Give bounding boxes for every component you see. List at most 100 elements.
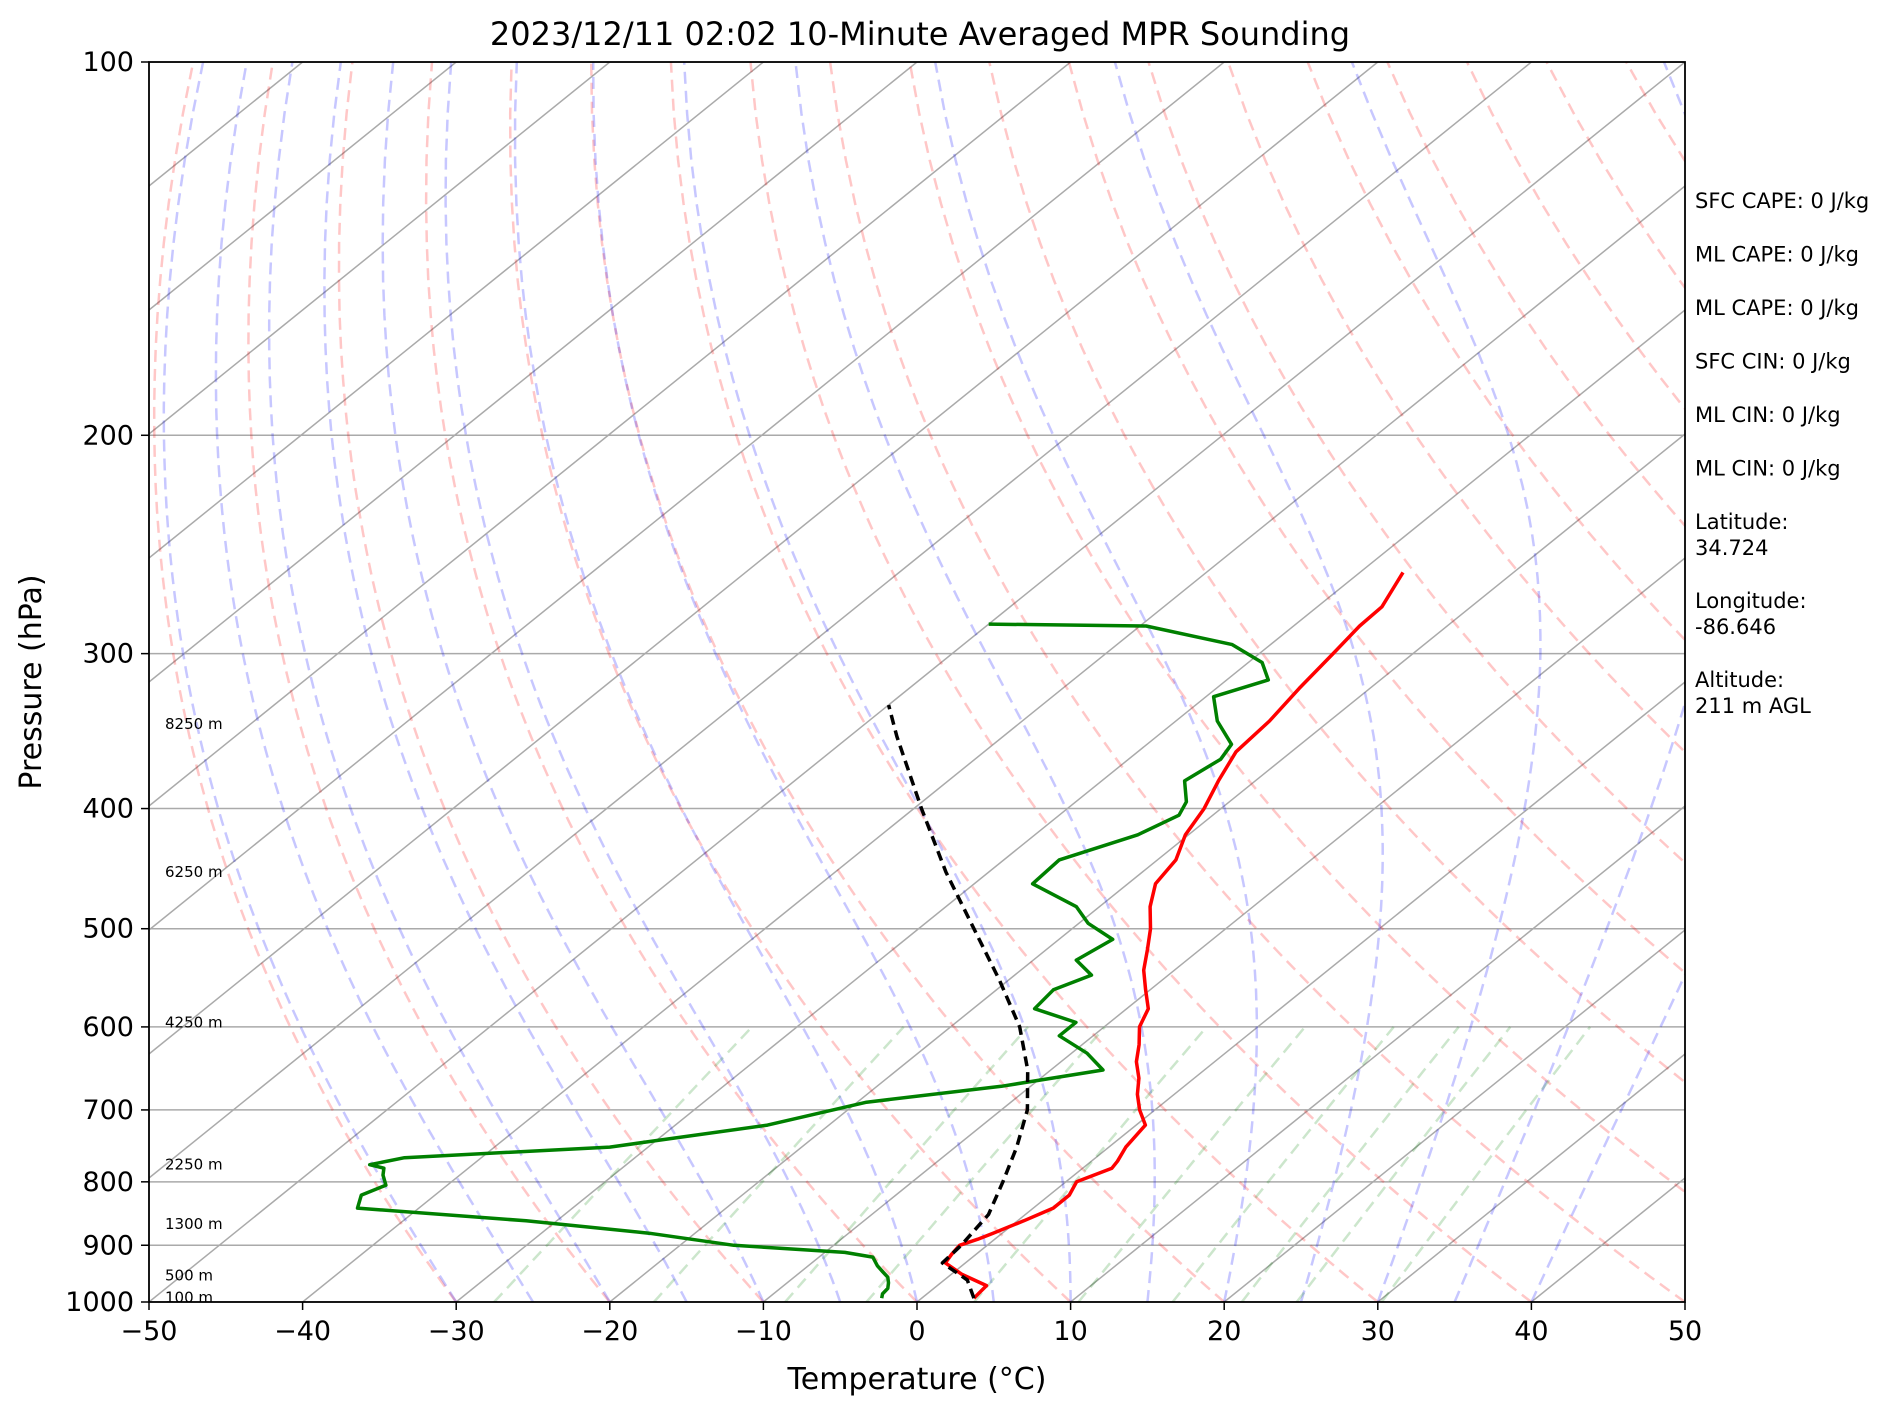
- x-tick-label: −40: [274, 1316, 331, 1347]
- dry-adiabat: [152, 62, 458, 1302]
- moist-adiabat: [162, 62, 458, 1302]
- y-tick-label: 400: [82, 794, 134, 825]
- isotherm: [149, 62, 457, 311]
- stat-annotation-line: ML CAPE: 0 J/kg: [1695, 296, 1859, 320]
- isotherm: [149, 62, 1685, 1302]
- mixing-ratio-line: [1295, 1026, 1512, 1302]
- height-label: 4250 m: [165, 1013, 223, 1031]
- x-tick-label: −50: [121, 1316, 178, 1347]
- dewpoint-profile: [355, 622, 1271, 1299]
- dry-adiabat: [908, 62, 1685, 1194]
- stat-annotation-line: ML CAPE: 0 J/kg: [1695, 243, 1859, 267]
- isotherm: [1070, 805, 1685, 1302]
- stat-annotation-line: ML CIN: 0 J/kg: [1695, 403, 1841, 427]
- x-tick-label: −20: [581, 1316, 638, 1347]
- height-label: 8250 m: [165, 715, 223, 733]
- y-tick-label: 1000: [65, 1287, 134, 1318]
- moist-adiabat: [444, 62, 842, 1302]
- isotherm: [149, 62, 918, 683]
- dry-adiabat: [508, 62, 1072, 1302]
- y-axis-ticks: 100 200 300 400 500 600 700 800 900 1000: [65, 47, 149, 1318]
- stat-annotation-line: Longitude:: [1695, 589, 1807, 613]
- isotherm: [916, 681, 1685, 1302]
- dry-adiabat: [247, 62, 611, 1302]
- height-label: 500 m: [165, 1267, 213, 1285]
- stat-annotation: ML CAPE: 0 J/kg: [1695, 243, 1859, 267]
- moist-adiabat: [214, 62, 535, 1302]
- moist-adiabat: [323, 62, 688, 1302]
- stat-annotation: Altitude: 211 m AGL: [1695, 668, 1811, 718]
- y-axis-label: Pressure (hPa): [14, 574, 49, 789]
- x-axis-ticks: −50 −40 −30 −20 −10 0 10 20 30 40 50: [121, 1302, 1702, 1347]
- dry-adiabat: [337, 62, 765, 1302]
- moist-adiabat: [381, 62, 765, 1302]
- y-tick-label: 900: [82, 1230, 134, 1261]
- x-tick-label: −10: [735, 1316, 792, 1347]
- y-tick-label: 300: [82, 639, 134, 670]
- moist-adiabat: [682, 62, 1072, 1302]
- stat-annotation-line: ML CIN: 0 J/kg: [1695, 457, 1841, 481]
- isotherm: [149, 62, 1072, 807]
- stat-annotation-line: Latitude:: [1695, 510, 1789, 534]
- moist-adiabat: [1530, 972, 1685, 1302]
- dry-adiabat: [828, 62, 1685, 1302]
- y-tick-label: 600: [82, 1012, 134, 1043]
- dry-adiabat: [669, 62, 1379, 1302]
- chart-title: 2023/12/11 02:02 10-Minute Averaged MPR …: [490, 15, 1350, 53]
- isotherm: [149, 62, 1379, 1055]
- dry-adiabat: [424, 62, 918, 1302]
- isotherm: [149, 62, 611, 435]
- moist-adiabat: [513, 62, 919, 1302]
- dry-adiabat: [589, 62, 1226, 1302]
- y-tick-label: 800: [82, 1167, 134, 1198]
- isotherm: [149, 62, 1532, 1179]
- x-axis-label: Temperature (°C): [787, 1362, 1047, 1397]
- moist-adiabat: [1113, 62, 1384, 1302]
- mixing-ratio-line: [1380, 1026, 1592, 1302]
- stat-annotation: Latitude: 34.724: [1695, 510, 1789, 560]
- moist-adiabat: [1350, 62, 1542, 1302]
- height-label: 100 m: [165, 1289, 213, 1307]
- x-tick-label: 30: [1361, 1316, 1395, 1347]
- stat-annotation: ML CAPE: 0 J/kg: [1695, 296, 1859, 320]
- y-tick-label: 100: [82, 47, 134, 78]
- stat-annotation: ML CIN: 0 J/kg: [1695, 403, 1841, 427]
- mixing-ratio-line: [652, 1026, 905, 1302]
- data-series: [355, 571, 1405, 1300]
- x-tick-label: −30: [428, 1316, 485, 1347]
- annotations: SFC CAPE: 0 J/kg ML CAPE: 0 J/kg ML CAPE: …: [1695, 189, 1869, 718]
- isotherm: [149, 62, 1225, 931]
- isotherm: [455, 309, 1685, 1302]
- isotherm: [1377, 1053, 1685, 1302]
- isotherm: [302, 185, 1685, 1302]
- stat-annotation-line: 211 m AGL: [1695, 694, 1811, 718]
- stat-annotation-line: Altitude:: [1695, 668, 1784, 692]
- isotherm: [609, 433, 1685, 1302]
- stat-annotation: Longitude: -86.646: [1695, 589, 1807, 639]
- height-label: 2250 m: [165, 1156, 223, 1174]
- x-tick-label: 10: [1053, 1316, 1087, 1347]
- height-label: 1300 m: [165, 1215, 223, 1233]
- moist-adiabat: [794, 62, 1156, 1302]
- y-tick-label: 500: [82, 914, 134, 945]
- mixing-ratio-line: [784, 1026, 1029, 1302]
- stat-annotation: SFC CIN: 0 J/kg: [1695, 350, 1851, 374]
- mixing-ratio-line: [1171, 1026, 1395, 1302]
- stat-annotation-line: SFC CIN: 0 J/kg: [1695, 350, 1851, 374]
- stat-annotation-line: 34.724: [1695, 536, 1768, 560]
- dry-adiabat: [988, 62, 1685, 1084]
- mixing-ratio-line: [865, 1026, 1106, 1302]
- stat-annotation-line: SFC CAPE: 0 J/kg: [1695, 189, 1869, 213]
- x-tick-label: 20: [1207, 1316, 1241, 1347]
- parcel-profile: [886, 704, 1030, 1299]
- moist-adiabat: [267, 62, 611, 1302]
- x-tick-label: 0: [908, 1316, 925, 1347]
- isotherm: [762, 557, 1685, 1302]
- mixing-ratio-line: [1240, 1026, 1460, 1302]
- moist-adiabat: [1453, 62, 1685, 1302]
- isotherm: [149, 62, 764, 559]
- background-lines: [149, 62, 1685, 1302]
- isotherm: [1223, 929, 1685, 1302]
- stat-annotation: SFC CAPE: 0 J/kg: [1695, 189, 1869, 213]
